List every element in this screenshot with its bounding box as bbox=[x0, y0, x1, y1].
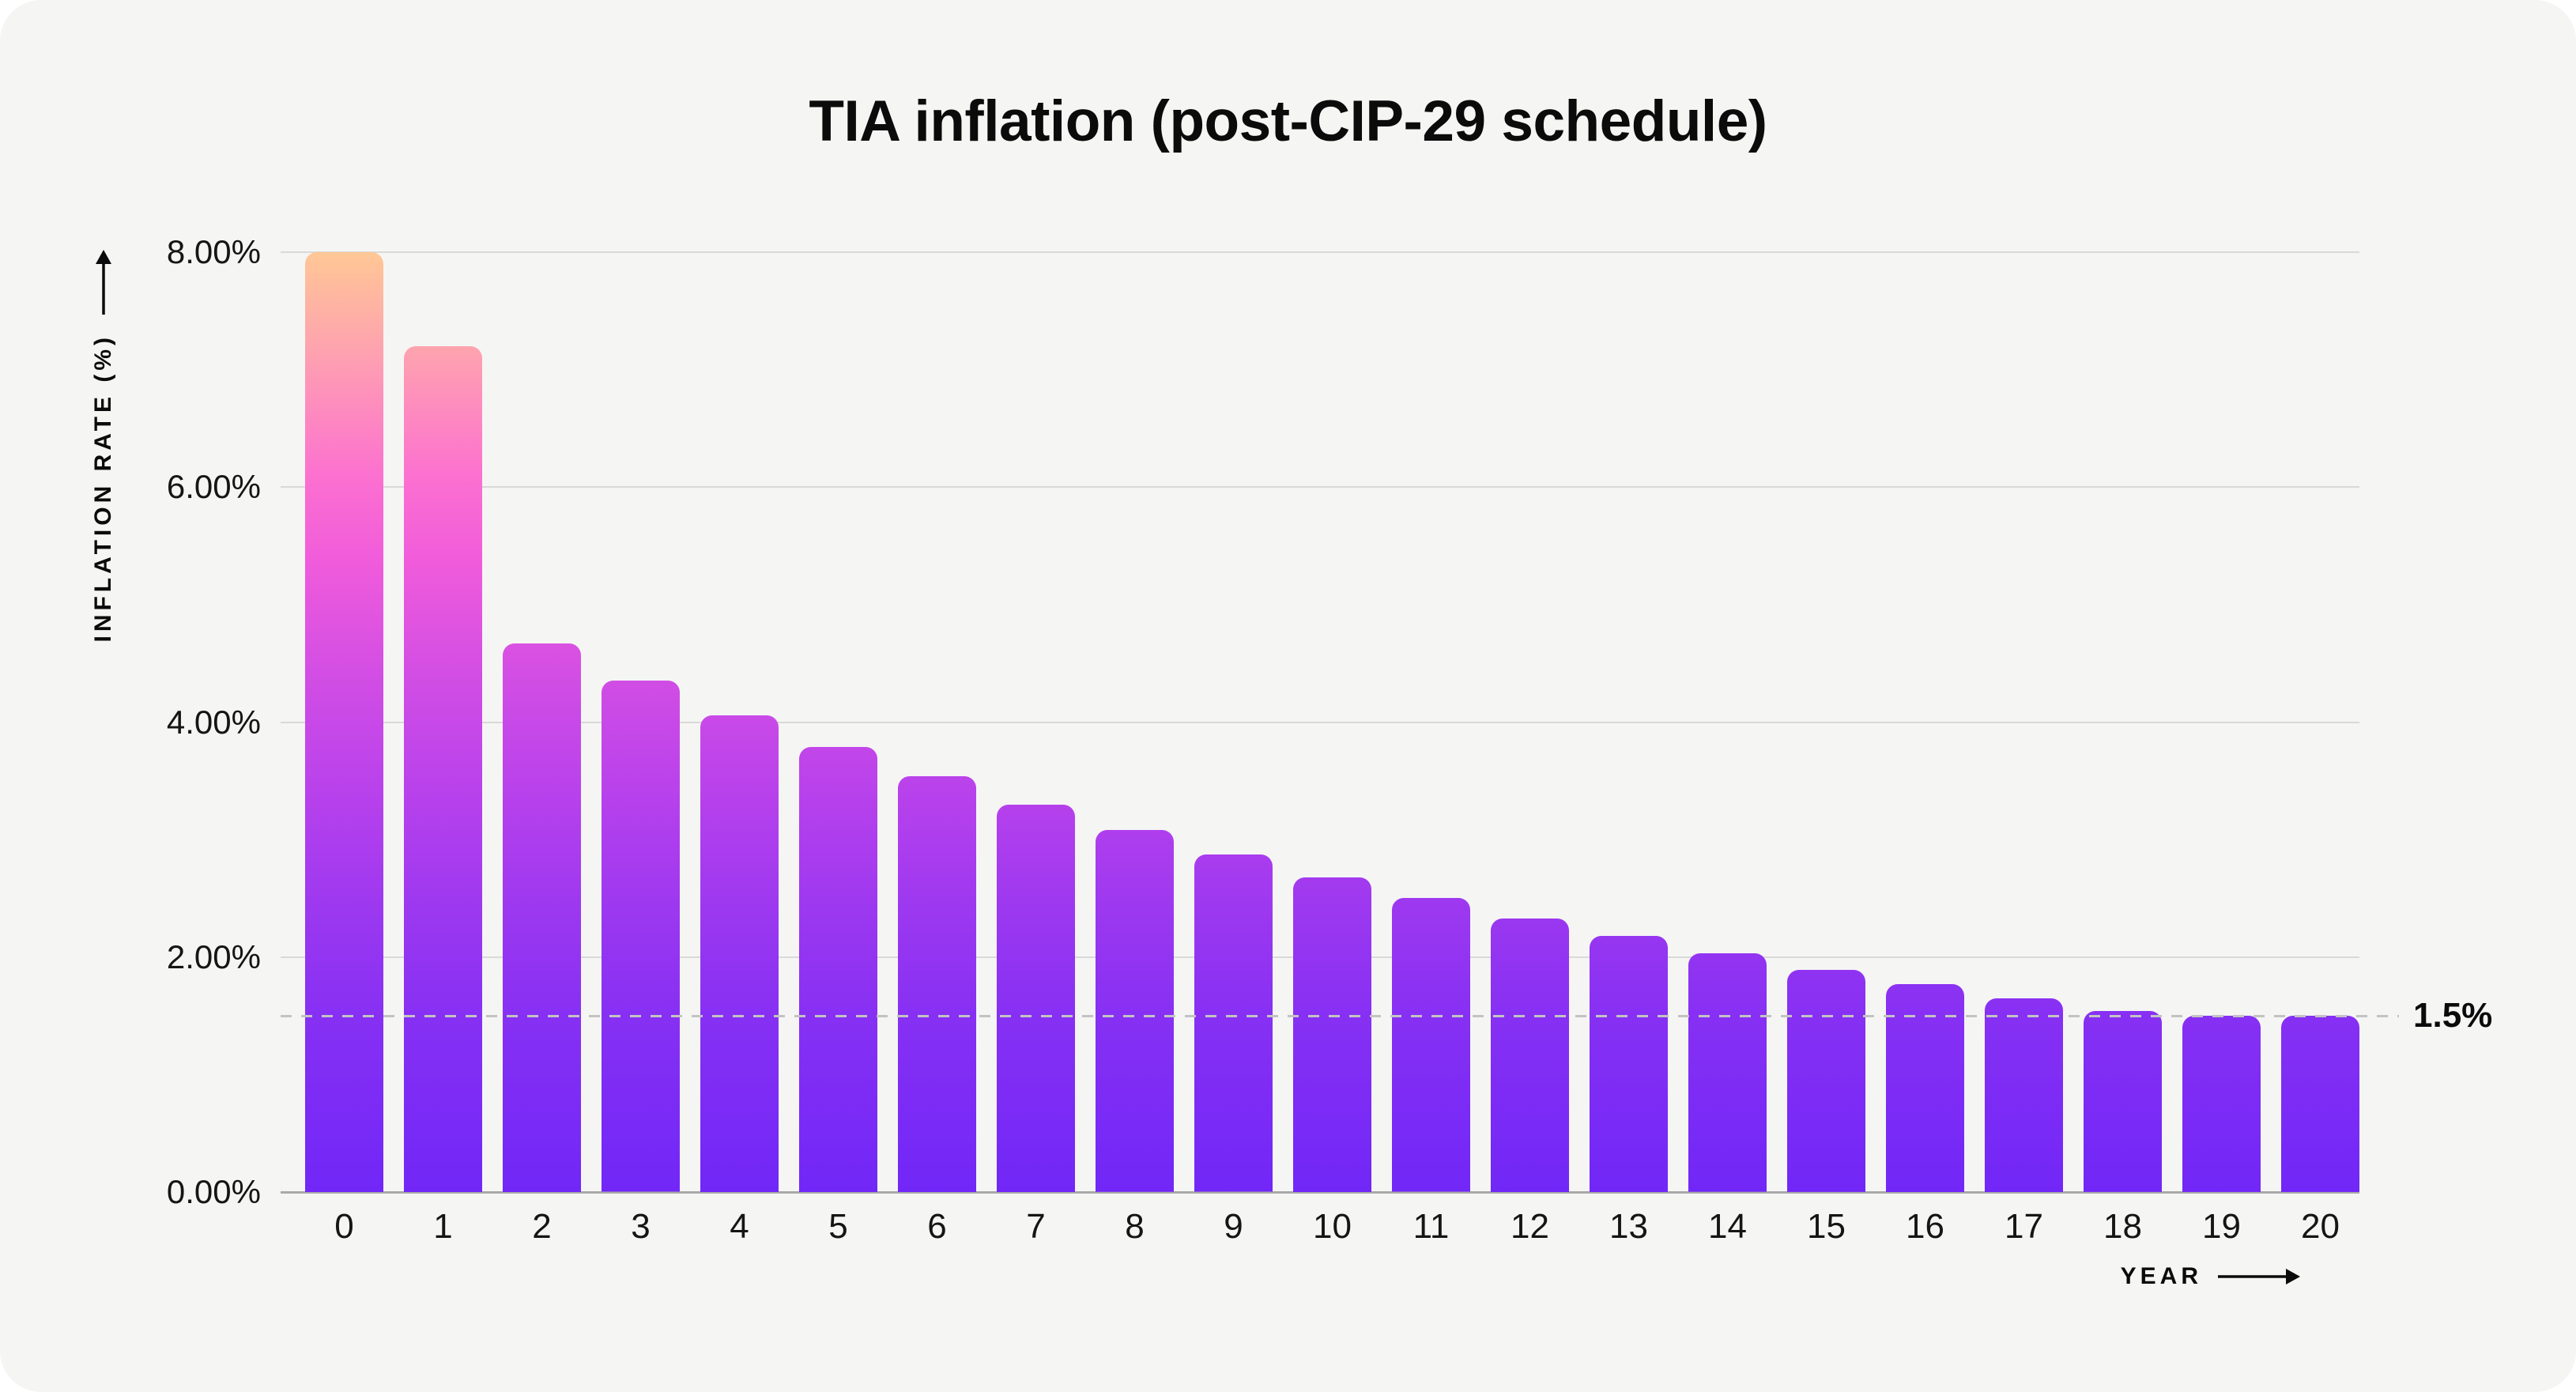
x-axis-title-label: YEAR bbox=[2120, 1263, 2202, 1289]
y-tick-label: 6.00% bbox=[166, 468, 261, 506]
gridline bbox=[281, 251, 2359, 253]
bar-year-5 bbox=[799, 746, 877, 1192]
chart-title: TIA inflation (post-CIP-29 schedule) bbox=[809, 89, 1767, 153]
y-tick-label: 0.00% bbox=[166, 1173, 261, 1210]
x-tick-label: 11 bbox=[1412, 1207, 1450, 1246]
x-tick-label: 4 bbox=[730, 1207, 749, 1246]
plot-area bbox=[281, 251, 2359, 1194]
bar-year-6 bbox=[898, 775, 976, 1192]
x-tick-label: 16 bbox=[1906, 1207, 1944, 1246]
x-tick-label: 6 bbox=[927, 1207, 947, 1246]
bar-year-0 bbox=[305, 252, 383, 1192]
bar-year-11 bbox=[1392, 898, 1470, 1192]
bar-year-1 bbox=[404, 345, 482, 1192]
gridline bbox=[281, 721, 2359, 723]
x-tick-label: 5 bbox=[828, 1207, 848, 1246]
bar-year-17 bbox=[1985, 998, 2063, 1192]
floor-annotation: 1.5% bbox=[2413, 996, 2493, 1036]
y-tick-labels: 8.00% 6.00% 4.00% 2.00% 0.00% bbox=[0, 233, 261, 1210]
bar-year-4 bbox=[700, 715, 779, 1192]
x-axis-line bbox=[281, 1191, 2359, 1194]
arrow-up-icon bbox=[96, 250, 111, 315]
x-tick-labels: 0 1 2 3 4 5 6 7 8 9 10 11 12 13 14 15 16 17 18 19 20 bbox=[281, 1207, 2359, 1254]
bar-year-9 bbox=[1194, 854, 1273, 1192]
bar-year-16 bbox=[1886, 983, 1964, 1192]
bar-year-14 bbox=[1688, 953, 1767, 1192]
bar-year-13 bbox=[1590, 936, 1668, 1192]
bar-year-3 bbox=[602, 681, 680, 1192]
bar-year-19 bbox=[2182, 1016, 2261, 1192]
bar-year-8 bbox=[1096, 830, 1174, 1192]
y-tick-label: 4.00% bbox=[166, 703, 261, 741]
gridline bbox=[281, 486, 2359, 489]
x-tick-label: 9 bbox=[1224, 1207, 1243, 1246]
x-tick-label: 10 bbox=[1313, 1207, 1352, 1246]
x-tick-label: 8 bbox=[1125, 1207, 1145, 1246]
bar-year-15 bbox=[1787, 970, 1865, 1192]
y-axis-title: INFLATION RATE (%) bbox=[81, 250, 126, 643]
x-tick-label: 3 bbox=[631, 1207, 651, 1246]
x-tick-label: 19 bbox=[2202, 1207, 2241, 1246]
x-tick-label: 7 bbox=[1026, 1207, 1046, 1246]
x-tick-label: 0 bbox=[334, 1207, 354, 1246]
x-tick-label: 1 bbox=[433, 1207, 453, 1246]
x-tick-label: 12 bbox=[1511, 1207, 1549, 1246]
x-tick-label: 20 bbox=[2301, 1207, 2340, 1246]
bar-year-18 bbox=[2084, 1011, 2162, 1192]
arrow-right-icon bbox=[2218, 1269, 2300, 1284]
bar-year-10 bbox=[1293, 877, 1371, 1192]
x-tick-label: 2 bbox=[532, 1207, 552, 1246]
x-tick-label: 18 bbox=[2103, 1207, 2142, 1246]
floor-dashed-line: 1.5% bbox=[281, 996, 2492, 1035]
bar-year-20 bbox=[2281, 1016, 2359, 1192]
x-tick-label: 13 bbox=[1609, 1207, 1648, 1246]
bar-year-12 bbox=[1491, 918, 1569, 1192]
x-tick-label: 14 bbox=[1708, 1207, 1747, 1246]
x-tick-label: 15 bbox=[1807, 1207, 1846, 1246]
bar-year-7 bbox=[997, 804, 1075, 1192]
x-axis-title: YEAR bbox=[2121, 1263, 2300, 1290]
bar-year-2 bbox=[503, 643, 581, 1192]
x-tick-label: 17 bbox=[2005, 1207, 2043, 1246]
y-tick-label: 8.00% bbox=[166, 233, 261, 270]
y-tick-label: 2.00% bbox=[166, 937, 261, 975]
